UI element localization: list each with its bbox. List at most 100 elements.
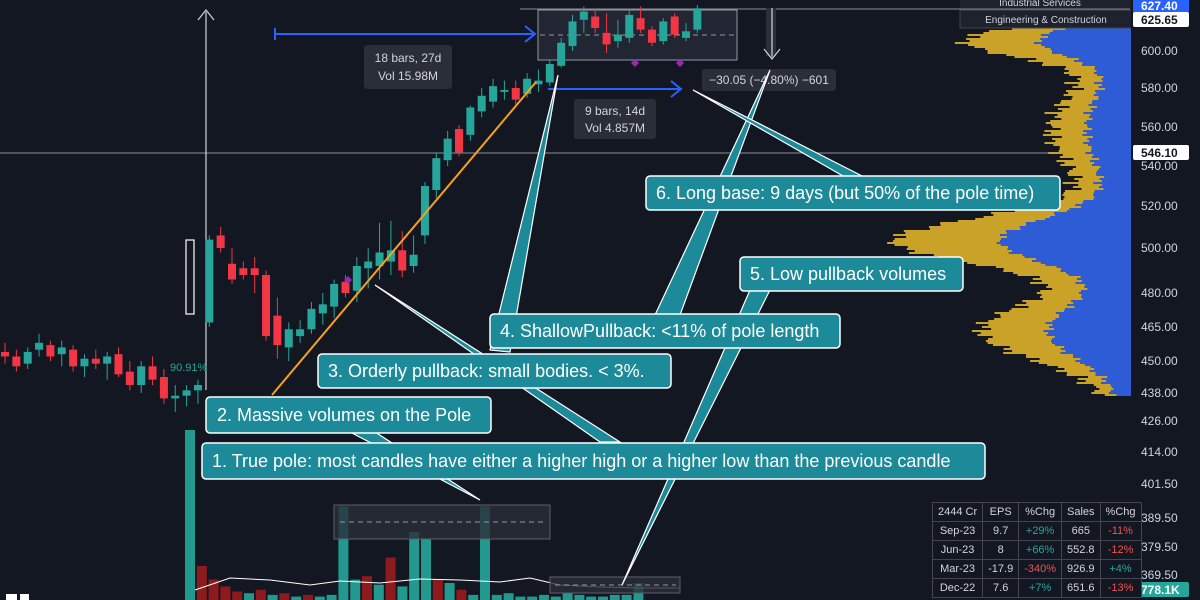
profile-gold-row (1061, 118, 1093, 120)
candle-12 (137, 361, 146, 393)
profile-blue-row (1006, 232, 1131, 234)
profile-gold-row (1039, 276, 1081, 278)
profile-gold-row (1064, 82, 1095, 84)
profile-gold-row (975, 218, 1046, 220)
candle-body (12, 356, 21, 367)
profile-blue-row (1088, 104, 1131, 106)
profile-blue-row (1026, 224, 1131, 226)
volume-bar-14 (350, 579, 361, 600)
candle-body (670, 16, 679, 35)
header-sales: Sales (1061, 502, 1101, 522)
profile-gold-row (993, 214, 1056, 216)
profile-gold-row (1017, 274, 1069, 276)
candle-body (91, 358, 100, 364)
profile-blue-row (1096, 70, 1131, 72)
profile-gold-row (1041, 294, 1082, 296)
profile-gold-row (940, 224, 1027, 226)
header-sales-chg: %Chg (1099, 502, 1142, 522)
profile-blue-row (1059, 316, 1131, 318)
candle-body (193, 385, 202, 391)
profile-gold-row (994, 318, 1056, 320)
volume-bar-5 (244, 593, 254, 600)
profile-gold-row (975, 264, 1046, 266)
profile-gold-row (991, 328, 1055, 330)
profile-blue-row (1067, 304, 1131, 306)
candle-body (125, 371, 134, 385)
profile-gold-row (1027, 60, 1075, 62)
candle-47 (534, 69, 543, 92)
profile-blue-row (1080, 358, 1131, 360)
profile-gold-row (1062, 182, 1094, 184)
profile-blue-row (1095, 172, 1131, 174)
profile-gold-row (1014, 210, 1068, 212)
candle-body (602, 32, 611, 45)
candle-body (534, 80, 543, 85)
volume-bar-26 (491, 594, 502, 600)
profile-blue-row (1101, 84, 1131, 86)
candle-body (80, 358, 89, 367)
profile-gold-row (1062, 110, 1094, 112)
profile-blue-row (1051, 340, 1131, 342)
volume-profile (887, 10, 1131, 396)
volume-bar-11 (314, 596, 325, 600)
profile-gold-row (1053, 144, 1089, 146)
candle-body (420, 186, 429, 236)
profile-gold-row (1069, 106, 1098, 108)
candle-body (477, 95, 486, 112)
candle-45 (511, 80, 520, 108)
tradingview-logo (6, 594, 29, 600)
profile-blue-row (1059, 314, 1131, 316)
candle-body (307, 308, 316, 330)
volume-bar-34 (586, 596, 597, 600)
profile-blue-row (1089, 370, 1131, 372)
profile-blue-row (1082, 298, 1131, 300)
price-tick-label: 414.00 (1141, 445, 1178, 459)
profile-gold-row (1015, 304, 1068, 306)
profile-gold-row (1072, 96, 1099, 98)
profile-gold-row (1052, 288, 1088, 290)
profile-gold-row (1009, 346, 1065, 348)
profile-blue-row (1041, 34, 1131, 36)
candle-54 (613, 19, 622, 48)
candle-body (511, 88, 520, 100)
candle-body (318, 304, 327, 314)
profile-blue-row (1089, 140, 1131, 142)
profile-blue-row (1087, 288, 1131, 290)
profile-gold-row (1030, 360, 1076, 362)
profile-gold-row (1063, 72, 1095, 74)
profile-blue-row (1075, 360, 1131, 362)
profile-gold-row (968, 44, 1042, 46)
candle-body (330, 284, 339, 307)
profile-blue-row (996, 242, 1131, 244)
profile-gold-row (1011, 308, 1066, 310)
volume-bar-1 (196, 566, 207, 600)
volume-bar-29 (527, 596, 538, 600)
volume-bar-28 (515, 596, 526, 600)
candle-body (205, 239, 214, 323)
profile-gold-row (1066, 374, 1096, 376)
candle-60 (682, 23, 690, 42)
profile-gold-row (1009, 310, 1065, 312)
price-tick-label: 389.50 (1141, 511, 1178, 525)
profile-gold-row (1078, 184, 1102, 186)
profile-blue-row (1101, 378, 1131, 380)
price-tick-label: 560.00 (1141, 120, 1178, 134)
profile-gold-row (1042, 62, 1083, 64)
profile-blue-row (1007, 248, 1131, 250)
profile-blue-row (1098, 86, 1131, 88)
candle-body (545, 63, 554, 83)
profile-gold-row (1013, 272, 1067, 274)
profile-gold-row (1003, 348, 1061, 350)
volume-bar-15 (362, 576, 372, 600)
profile-gold-row (1048, 152, 1086, 154)
period-cell: Dec-22 (931, 578, 984, 598)
profile-blue-row (1091, 146, 1131, 148)
volume-bar-25 (480, 506, 490, 600)
profile-gold-row (987, 52, 1053, 54)
profile-gold-row (1060, 164, 1093, 166)
candle-13 (148, 356, 157, 385)
profile-gold-row (1063, 192, 1094, 194)
volume-bar-37 (621, 594, 632, 600)
profile-blue-row (1082, 202, 1131, 204)
